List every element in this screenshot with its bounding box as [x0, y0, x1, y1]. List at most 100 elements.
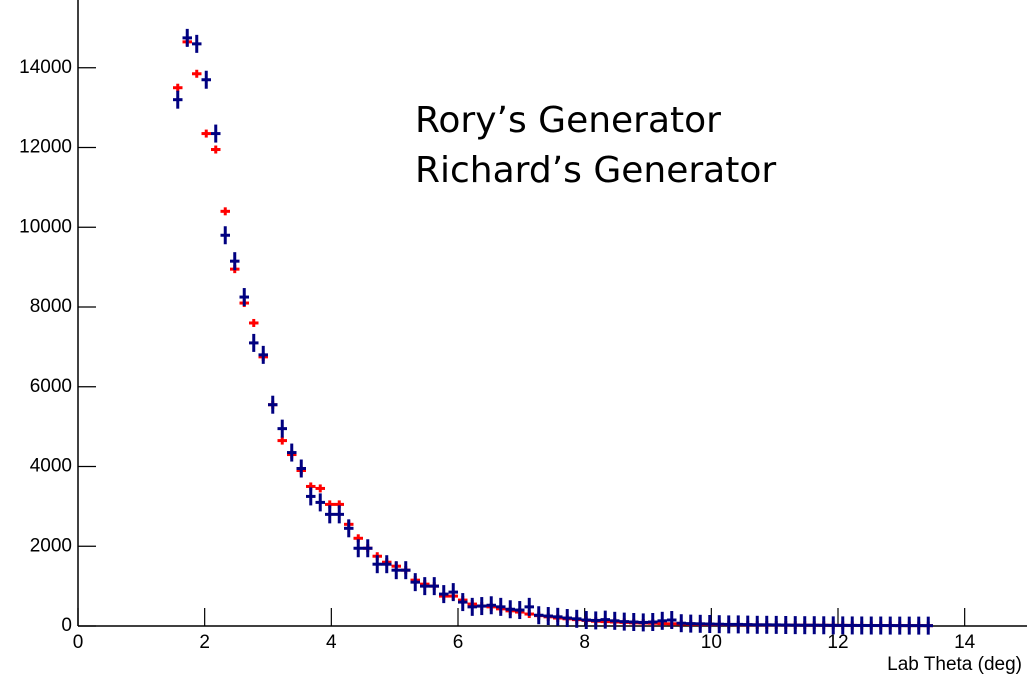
data-point [800, 616, 810, 635]
data-point [866, 616, 876, 635]
data-point [847, 616, 857, 635]
data-point [439, 585, 449, 604]
data-point [629, 613, 639, 632]
y-tick-label: 14000 [19, 57, 72, 78]
data-point [553, 607, 563, 626]
data-point [458, 593, 468, 612]
x-tick-label: 14 [954, 632, 976, 653]
data-point [372, 555, 382, 574]
data-point [695, 614, 705, 633]
data-point [239, 288, 249, 307]
data-point [562, 609, 572, 628]
data-point [743, 615, 753, 634]
data-point [334, 505, 344, 524]
x-tick-label: 4 [326, 632, 337, 653]
data-point [714, 615, 724, 634]
annotation: Richard’s Generator [415, 150, 776, 191]
data-point [429, 577, 439, 596]
data-point [619, 612, 629, 631]
data-point [211, 124, 221, 143]
data-point [724, 615, 734, 634]
data-point [306, 487, 316, 506]
x-tick-label: 10 [701, 632, 722, 653]
data-point [496, 597, 506, 616]
y-tick-label: 0 [61, 615, 72, 636]
y-tick-label: 6000 [30, 376, 72, 397]
data-point [515, 601, 525, 620]
data-point [686, 614, 696, 633]
data-point [923, 616, 933, 635]
data-point [733, 615, 743, 634]
data-point [667, 611, 677, 630]
data-point [857, 616, 867, 635]
data-point [543, 607, 553, 626]
data-point [610, 611, 620, 630]
data-point [657, 611, 667, 630]
data-point [344, 519, 354, 538]
data-point [752, 615, 762, 634]
data-point [534, 606, 544, 625]
data-point [838, 616, 848, 635]
data-point [771, 615, 781, 634]
data-point [315, 493, 325, 512]
data-point [591, 611, 601, 630]
data-point [401, 561, 411, 580]
y-tick-label: 2000 [30, 535, 72, 556]
data-point [211, 145, 221, 154]
data-point [486, 596, 496, 615]
x-axis-label: Lab Theta (deg) [887, 654, 1022, 675]
data-point [382, 555, 392, 574]
data-point [809, 616, 819, 635]
data-point [363, 539, 373, 558]
data-point [287, 443, 297, 462]
data-point [648, 613, 658, 632]
data-point [201, 70, 211, 89]
data-point [353, 539, 363, 558]
data-point [220, 226, 230, 245]
data-point [192, 69, 202, 78]
data-point [524, 597, 534, 616]
y-tick-label: 4000 [30, 456, 72, 477]
data-point [220, 207, 230, 216]
data-point [230, 252, 240, 271]
data-point [391, 561, 401, 580]
data-point [828, 616, 838, 635]
data-point [410, 573, 420, 592]
data-point [277, 436, 287, 445]
annotation: Rory’s Generator [415, 100, 721, 141]
data-point [467, 597, 477, 616]
data-point [819, 616, 829, 635]
data-point [638, 613, 648, 632]
data-point [895, 616, 905, 635]
data-point [781, 616, 791, 635]
x-tick-label: 8 [579, 632, 590, 653]
data-point [182, 28, 192, 47]
x-tick-label: 12 [827, 632, 848, 653]
data-point [914, 616, 924, 635]
data-point [581, 611, 591, 630]
data-point [201, 129, 211, 138]
x-tick-label: 2 [199, 632, 210, 653]
data-point [885, 616, 895, 635]
data-point [249, 318, 259, 327]
data-point [505, 600, 515, 619]
data-point [173, 83, 183, 92]
data-point [477, 597, 487, 616]
data-point [325, 505, 335, 524]
data-point [600, 610, 610, 629]
y-tick-label: 10000 [19, 216, 72, 237]
data-point [249, 333, 259, 352]
data-point [904, 616, 914, 635]
data-point [315, 484, 325, 493]
data-point [420, 577, 430, 596]
data-point [173, 90, 183, 109]
data-point [676, 614, 686, 633]
data-point [876, 616, 886, 635]
data-point [448, 583, 458, 602]
data-point [258, 345, 268, 364]
x-tick-label: 0 [73, 632, 84, 653]
x-tick-label: 6 [453, 632, 464, 653]
data-point [572, 609, 582, 628]
data-point [192, 34, 202, 53]
